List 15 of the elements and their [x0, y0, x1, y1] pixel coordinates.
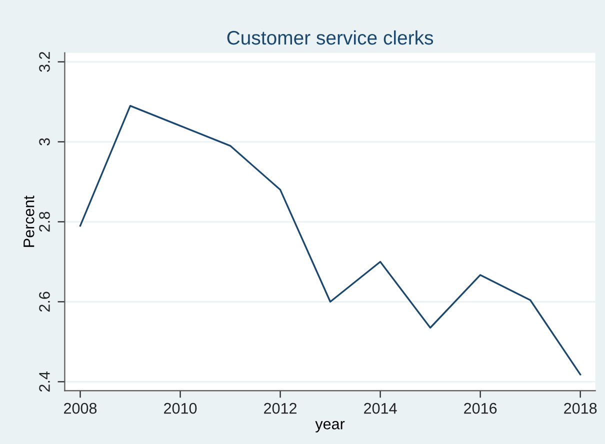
x-tick-label: 2010 [164, 402, 197, 414]
y-tick-label: 3 [39, 138, 50, 146]
y-tick-label: 2.6 [39, 292, 50, 312]
x-tick-label: 2014 [364, 402, 397, 414]
y-tick-label: 2.8 [39, 212, 50, 232]
y-tick-label: 2.4 [39, 372, 50, 392]
x-tick-label: 2008 [64, 402, 97, 414]
y-tick-label: 3.2 [39, 52, 50, 72]
chart-title: Customer service clerks [227, 30, 434, 45]
x-tick-label: 2012 [264, 402, 296, 414]
y-axis-title: Percent [24, 196, 34, 247]
x-axis-title: year [315, 421, 345, 432]
line-series [79, 104, 582, 376]
x-tick-label: 2016 [464, 402, 497, 414]
x-tick-label: 2018 [564, 402, 597, 414]
